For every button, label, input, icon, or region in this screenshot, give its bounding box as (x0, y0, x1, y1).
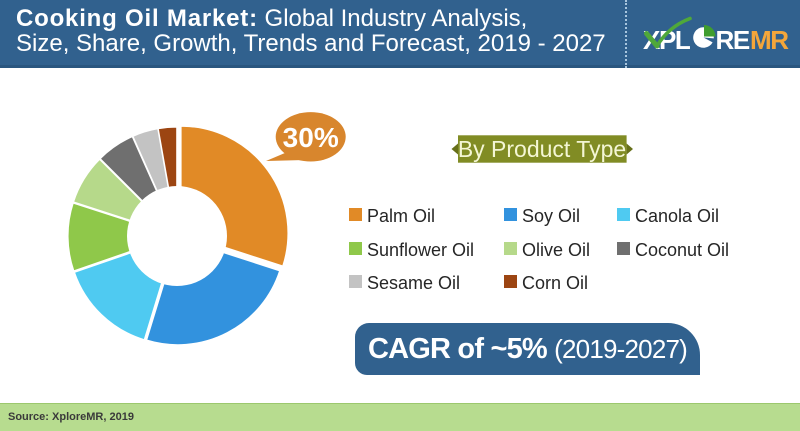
svg-text:By Product Type: By Product Type (458, 136, 626, 162)
svg-text:MR: MR (750, 25, 789, 54)
svg-text:RE: RE (716, 25, 750, 54)
svg-text:30%: 30% (283, 122, 339, 153)
